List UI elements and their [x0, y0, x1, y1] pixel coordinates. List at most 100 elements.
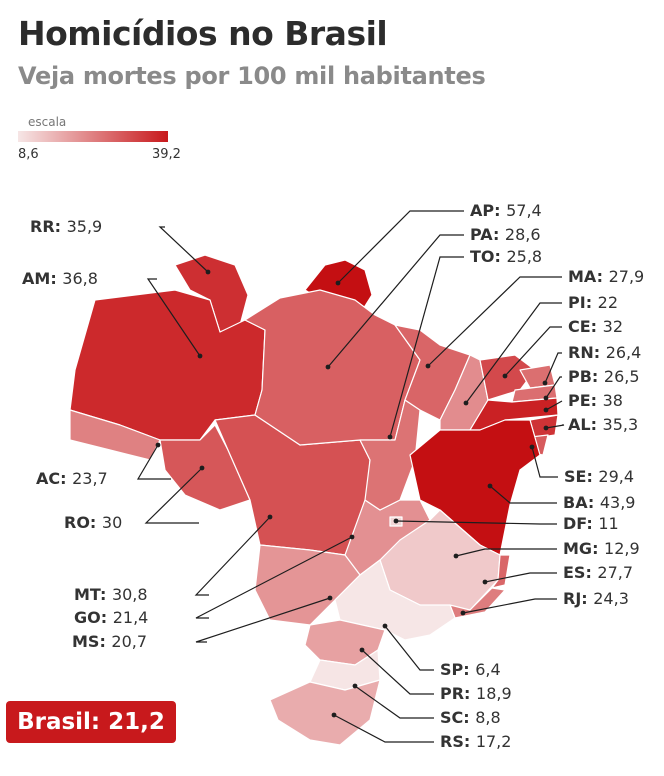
leader-line-rr: [158, 226, 209, 273]
state-dot-al: [543, 425, 549, 431]
state-code: AC: [36, 469, 61, 488]
state-label-ac: AC: 23,7: [36, 469, 108, 488]
leader-line-ro: [144, 467, 203, 524]
leader-line-pr: [361, 649, 434, 695]
state-dot-sp: [382, 623, 388, 629]
leader-line-es: [484, 572, 557, 583]
state-code: SP: [440, 660, 464, 679]
state-dot-mg: [453, 553, 459, 559]
state-value: 30: [101, 513, 123, 532]
state-label-pi: PI: 22: [568, 293, 619, 312]
state-code: PE: [568, 391, 591, 410]
state-dot-rr: [205, 269, 211, 275]
state-dot-to: [387, 434, 393, 440]
state-label-pr: PR: 18,9: [440, 684, 512, 703]
state-value: 57,4: [506, 201, 542, 220]
state-value: 23,7: [72, 469, 108, 488]
leader-line-rj: [462, 598, 557, 614]
state-code: RS: [440, 732, 464, 751]
state-dot-rn: [542, 380, 548, 386]
state-dot-pi: [463, 400, 469, 406]
state-label-to: TO: 25,8: [470, 247, 543, 266]
total-label: Brasil:: [17, 709, 101, 735]
state-code: RN: [568, 343, 594, 362]
state-code: PB: [568, 367, 592, 386]
state-label-al: AL: 35,3: [568, 415, 639, 434]
state-code: PR: [440, 684, 465, 703]
state-value: 30,8: [111, 585, 148, 604]
state-dot-pb: [543, 395, 549, 401]
leader-line-ce: [504, 326, 562, 377]
leader-line-se: [531, 446, 558, 478]
state-dot-ms: [327, 595, 333, 601]
state-value: 27,9: [608, 267, 645, 286]
state-value: 22: [597, 293, 619, 312]
state-code: PA: [470, 225, 493, 244]
state-code: AP: [470, 201, 495, 220]
state-label-sc: SC: 8,8: [440, 708, 501, 727]
state-label-mt: MT: 30,8: [74, 585, 148, 604]
state-dot-ap: [335, 280, 341, 286]
state-label-rj: RJ: 24,3: [563, 589, 629, 608]
state-code: AL: [568, 415, 591, 434]
state-code: BA: [563, 493, 588, 512]
leader-line-go: [195, 536, 353, 619]
state-dot-ac: [155, 442, 161, 448]
state-value: 35,9: [66, 217, 103, 236]
state-label-ms: MS: 20,7: [72, 632, 148, 651]
state-value: 11: [598, 514, 619, 533]
state-label-go: GO: 21,4: [74, 608, 149, 627]
state-code: PI: [568, 293, 586, 312]
state-value: 25,8: [506, 247, 543, 266]
total-value: 21,2: [108, 709, 165, 735]
leader-line-mt: [194, 516, 271, 596]
state-label-rn: RN: 26,4: [568, 343, 642, 362]
state-label-ma: MA: 27,9: [568, 267, 645, 286]
state-dot-go: [349, 534, 355, 540]
leader-line-to: [389, 256, 464, 438]
state-value: 12,9: [604, 539, 640, 558]
state-code: GO: [74, 608, 101, 627]
state-rs: [269, 679, 381, 746]
state-value: 26,5: [603, 367, 640, 386]
state-code: AM: [22, 269, 51, 288]
state-dot-sc: [352, 683, 358, 689]
state-value: 17,2: [475, 732, 512, 751]
scale-min-label: 8,6: [18, 147, 39, 162]
state-code: DF: [563, 514, 587, 533]
state-code: ES: [563, 563, 586, 582]
state-dot-pa: [325, 364, 331, 370]
map-subtitle: Veja mortes por 100 mil habitantes: [18, 62, 486, 90]
state-code: SE: [564, 467, 587, 486]
state-dot-rs: [331, 712, 337, 718]
state-code: RR: [30, 217, 55, 236]
state-dot-mt: [267, 514, 273, 520]
state-label-ro: RO: 30: [64, 513, 123, 532]
state-dot-am: [197, 353, 203, 359]
state-label-ap: AP: 57,4: [470, 201, 542, 220]
state-dot-pr: [359, 647, 365, 653]
leader-line-ba: [489, 485, 557, 504]
leader-line-sp: [384, 625, 434, 671]
leader-line-ap: [337, 210, 464, 284]
leader-line-df: [395, 520, 557, 525]
state-dot-ce: [502, 373, 508, 379]
state-label-am: AM: 36,8: [22, 269, 98, 288]
state-value: 43,9: [599, 493, 636, 512]
state-code: MS: [72, 632, 100, 651]
state-code: MA: [568, 267, 597, 286]
leader-line-rs: [333, 714, 434, 743]
state-label-rr: RR: 35,9: [30, 217, 103, 236]
state-value: 24,3: [593, 589, 629, 608]
state-value: 35,3: [602, 415, 639, 434]
map-title: Homicídios no Brasil: [18, 14, 388, 53]
leader-line-ms: [195, 597, 331, 643]
brasil-total-badge: Brasil: 21,2: [6, 701, 176, 743]
state-value: 18,9: [476, 684, 512, 703]
state-code: MT: [74, 585, 100, 604]
state-dot-se: [529, 444, 535, 450]
leader-line-pb: [545, 376, 562, 399]
leader-line-rn: [544, 352, 562, 384]
state-code: RO: [64, 513, 90, 532]
